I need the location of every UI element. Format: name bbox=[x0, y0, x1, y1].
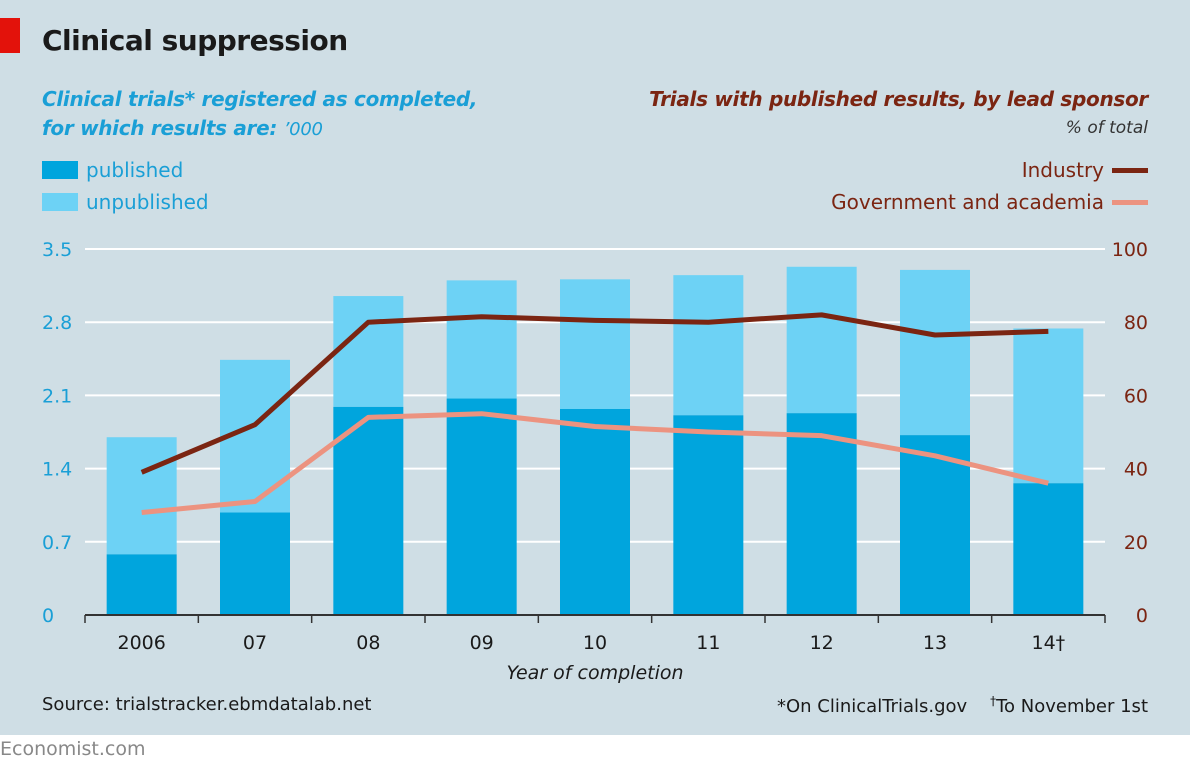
left-units: ’000 bbox=[283, 119, 323, 140]
bar-published bbox=[900, 435, 970, 615]
bar-unpublished bbox=[1013, 328, 1084, 484]
left-tick-label: 0.7 bbox=[42, 532, 72, 554]
bar-published bbox=[333, 406, 404, 615]
chart-svg: 0 0 0.7 20 1.4 40 2.1 60 2.8 80 3.5 100 2006 07 08 09 10… bbox=[42, 239, 1148, 684]
bar-unpublished bbox=[106, 437, 177, 555]
left-subtitle-line1: Clinical trials* registered as completed… bbox=[42, 87, 478, 111]
x-tick-label: 10 bbox=[583, 632, 607, 654]
right-units: % of total bbox=[1065, 118, 1148, 138]
brand-logo-text: Economist.com bbox=[0, 738, 146, 760]
x-tick-label: 09 bbox=[470, 632, 494, 654]
legend-published-label: published bbox=[86, 158, 184, 182]
legend-published-swatch bbox=[42, 161, 78, 179]
left-subtitle-line2: for which results are: ’000 bbox=[42, 116, 323, 140]
right-tick-label: 80 bbox=[1124, 312, 1148, 334]
right-tick-label: 100 bbox=[1112, 239, 1148, 261]
bar-unpublished bbox=[900, 269, 970, 436]
chart-title: Clinical suppression bbox=[42, 24, 348, 57]
legend-unpublished-label: unpublished bbox=[86, 190, 209, 214]
bar-published bbox=[673, 415, 744, 615]
right-tick-label: 20 bbox=[1124, 532, 1148, 554]
legend-government-label: Government and academia bbox=[831, 190, 1104, 214]
x-tick-label: 13 bbox=[923, 632, 947, 654]
bar-published bbox=[560, 408, 630, 615]
source-note: Source: trialstracker.ebmdatalab.net bbox=[42, 694, 372, 715]
bar-published bbox=[1013, 483, 1084, 615]
government-line bbox=[141, 411, 1049, 516]
footnote-november: To November 1st bbox=[996, 696, 1148, 717]
bar-unpublished bbox=[673, 275, 744, 416]
bar-published bbox=[786, 413, 857, 615]
left-tick-label: 2.8 bbox=[42, 312, 72, 334]
bar-published bbox=[106, 554, 177, 615]
left-tick-label: 3.5 bbox=[42, 239, 72, 261]
x-tick-label: 11 bbox=[696, 632, 720, 654]
bar-unpublished bbox=[446, 280, 517, 399]
left-tick-label: 1.4 bbox=[42, 459, 72, 481]
x-tick-label: 07 bbox=[243, 632, 267, 654]
x-tick-label: 12 bbox=[810, 632, 834, 654]
legend-unpublished: unpublished bbox=[42, 190, 209, 214]
left-tick-label: 0 bbox=[42, 605, 54, 627]
bar-published bbox=[446, 398, 517, 615]
left-subtitle-text: for which results are: bbox=[42, 116, 278, 140]
x-tick-label: 08 bbox=[356, 632, 380, 654]
bar-unpublished bbox=[333, 296, 404, 407]
right-tick-label: 0 bbox=[1136, 605, 1148, 627]
legend-government: Government and academia bbox=[831, 190, 1148, 214]
x-axis-title: Year of completion bbox=[506, 662, 683, 684]
right-tick-label: 60 bbox=[1124, 385, 1148, 407]
x-tick-label: 14† bbox=[1031, 632, 1065, 654]
x-tick-label: 2006 bbox=[117, 632, 165, 654]
red-tag bbox=[0, 18, 20, 53]
legend-published: published bbox=[42, 158, 183, 182]
bar-unpublished bbox=[560, 279, 630, 409]
footnote-clinicaltrials: *On ClinicalTrials.gov bbox=[777, 696, 968, 717]
legend-industry-swatch bbox=[1112, 167, 1148, 173]
right-subtitle: Trials with published results, by lead s… bbox=[649, 87, 1148, 111]
legend-industry: Industry bbox=[1022, 158, 1148, 182]
bar-published bbox=[220, 512, 290, 615]
right-tick-label: 40 bbox=[1124, 459, 1148, 481]
legend-industry-label: Industry bbox=[1021, 158, 1104, 182]
footnote-dagger: † bbox=[990, 694, 997, 708]
bar-unpublished bbox=[786, 266, 857, 414]
legend-government-swatch bbox=[1112, 199, 1148, 205]
footnotes: *On ClinicalTrials.gov †To November 1st bbox=[777, 694, 1148, 717]
left-tick-label: 2.1 bbox=[42, 385, 72, 407]
legend-unpublished-swatch bbox=[42, 193, 78, 211]
industry-line bbox=[140, 312, 1049, 475]
